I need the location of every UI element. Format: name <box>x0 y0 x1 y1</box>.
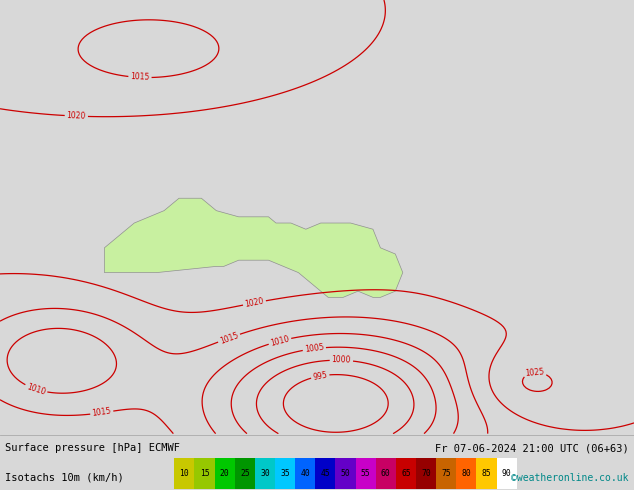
Text: 90: 90 <box>501 469 512 478</box>
Text: 70: 70 <box>421 469 431 478</box>
Text: 15: 15 <box>200 469 209 478</box>
Text: 1025: 1025 <box>525 368 545 378</box>
Text: 1020: 1020 <box>67 111 86 121</box>
Bar <box>235 459 255 490</box>
Text: ©weatheronline.co.uk: ©weatheronline.co.uk <box>512 472 629 483</box>
Text: 25: 25 <box>240 469 250 478</box>
Text: 45: 45 <box>321 469 330 478</box>
Bar <box>255 459 275 490</box>
Bar <box>295 459 315 490</box>
Bar <box>396 459 416 490</box>
Text: 1010: 1010 <box>269 334 290 348</box>
Bar <box>416 459 436 490</box>
Text: 995: 995 <box>312 370 328 382</box>
Bar <box>195 459 215 490</box>
Text: 1010: 1010 <box>25 382 46 396</box>
Text: Fr 07-06-2024 21:00 UTC (06+63): Fr 07-06-2024 21:00 UTC (06+63) <box>435 443 629 453</box>
Bar <box>335 459 356 490</box>
Text: 1015: 1015 <box>219 331 240 345</box>
Bar <box>376 459 396 490</box>
Text: 1020: 1020 <box>244 296 265 309</box>
Bar <box>476 459 496 490</box>
Text: Isotachs 10m (km/h): Isotachs 10m (km/h) <box>5 472 124 483</box>
Bar <box>496 459 517 490</box>
Text: 1005: 1005 <box>304 343 325 354</box>
Bar <box>275 459 295 490</box>
Text: 75: 75 <box>441 469 451 478</box>
Text: 1000: 1000 <box>332 355 351 365</box>
Text: Surface pressure [hPa] ECMWF: Surface pressure [hPa] ECMWF <box>5 443 180 453</box>
Bar <box>315 459 335 490</box>
Text: 1015: 1015 <box>130 73 150 82</box>
Text: 80: 80 <box>462 469 471 478</box>
Text: 10: 10 <box>179 469 190 478</box>
Text: 55: 55 <box>361 469 370 478</box>
Bar <box>215 459 235 490</box>
Text: 30: 30 <box>260 469 270 478</box>
Text: 60: 60 <box>381 469 391 478</box>
Text: 50: 50 <box>340 469 351 478</box>
Text: 20: 20 <box>220 469 230 478</box>
Bar <box>456 459 476 490</box>
Bar <box>356 459 376 490</box>
Bar <box>174 459 195 490</box>
Bar <box>436 459 456 490</box>
Text: 1015: 1015 <box>92 407 112 418</box>
Polygon shape <box>105 198 403 297</box>
Text: 40: 40 <box>301 469 310 478</box>
Text: 35: 35 <box>280 469 290 478</box>
Text: 65: 65 <box>401 469 411 478</box>
Text: 85: 85 <box>482 469 491 478</box>
